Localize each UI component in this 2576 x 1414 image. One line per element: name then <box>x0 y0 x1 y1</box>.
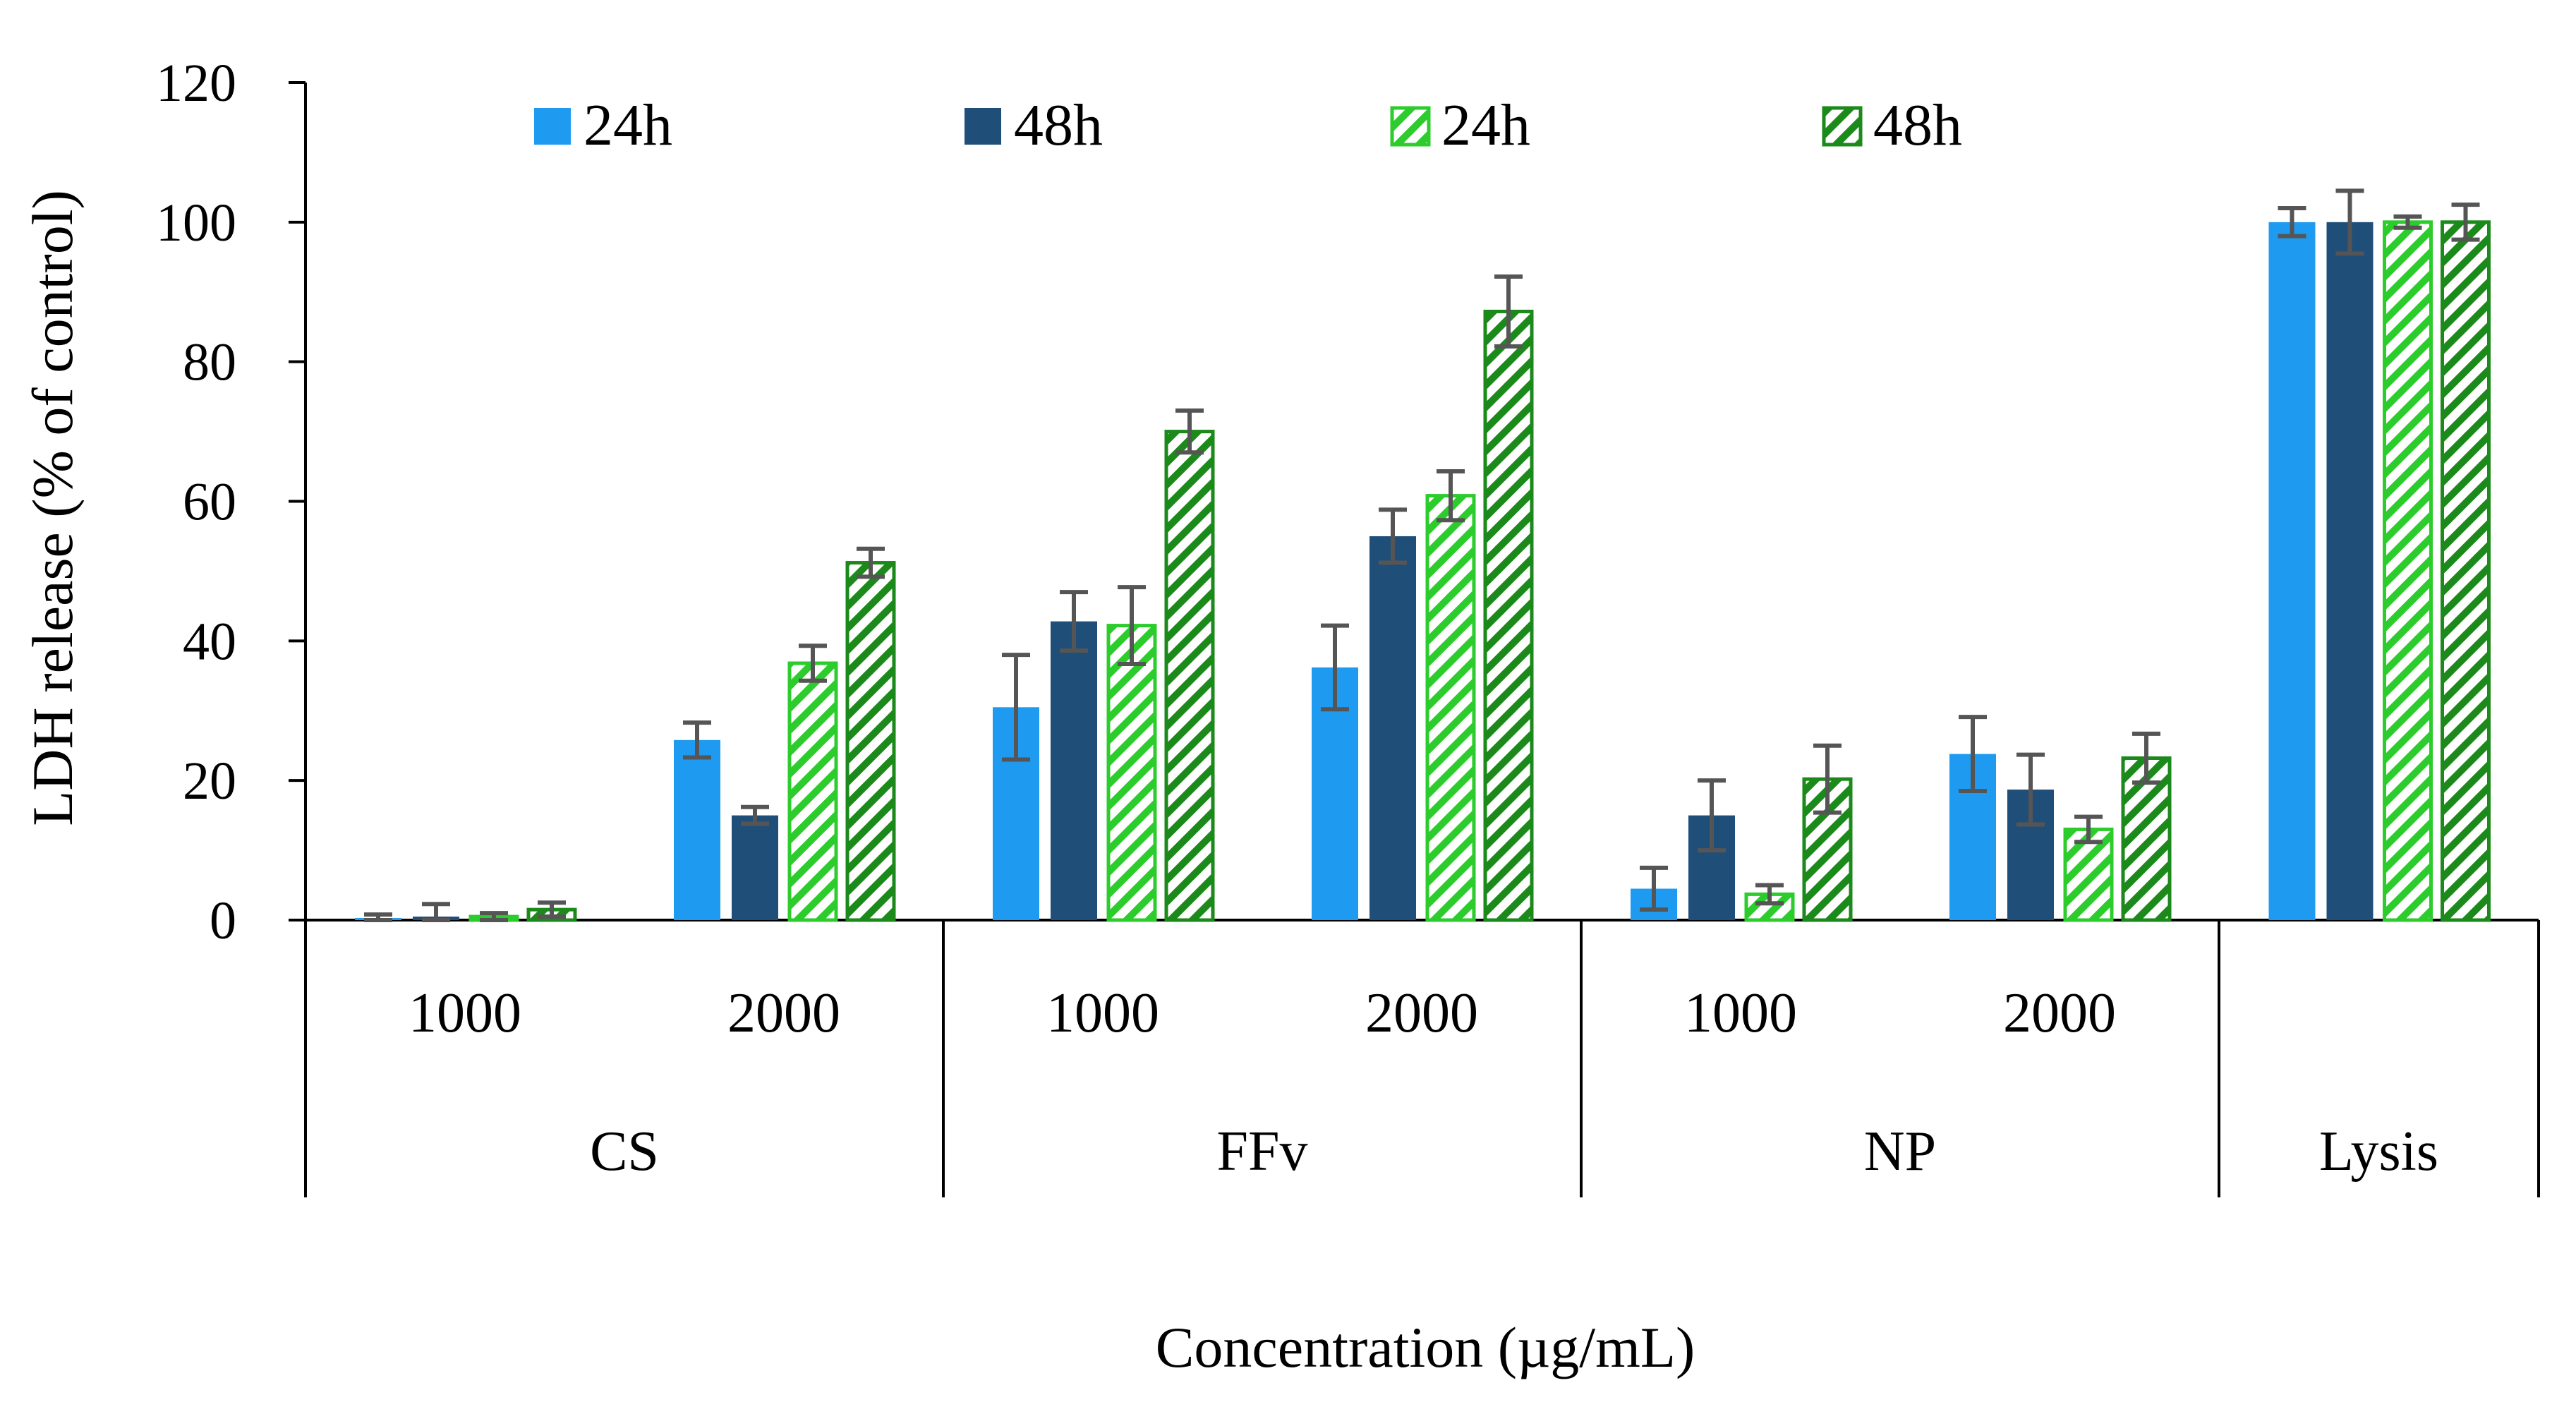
y-tick-label: 40 <box>183 612 236 671</box>
bar-24h-hatched <box>787 661 838 922</box>
legend-label: 48h <box>1014 92 1103 158</box>
bar-24h-hatched <box>1106 624 1157 922</box>
y-tick-label: 0 <box>210 891 236 950</box>
group-label-lysis: Lysis <box>2319 1120 2438 1183</box>
legend: 24h 48h 24h 48h <box>534 92 1962 158</box>
error-bars <box>364 188 2480 922</box>
axis-labels: 0 20 40 60 80 100 120 CS 1000 2000 FFv 1000 2000 NP 10… <box>156 54 2438 1183</box>
bar-48h-hatched <box>1164 430 1215 922</box>
bar-48h-solid <box>1369 536 1416 920</box>
y-axis-title: LDH release (% of control) <box>20 190 85 826</box>
bar-48h-solid <box>732 815 778 920</box>
group-label-np: NP <box>1864 1120 1936 1183</box>
bar-48h-hatched <box>845 561 896 922</box>
bar-24h-hatched <box>1425 494 1476 922</box>
bar-24h-hatched <box>2063 827 2114 922</box>
legend-label: 24h <box>583 92 672 158</box>
subgroup-label: 2000 <box>727 982 840 1044</box>
bar-48h-solid <box>2326 222 2374 920</box>
group-label-cs: CS <box>590 1120 659 1183</box>
legend-swatch-48h-hatched <box>1822 106 1863 147</box>
bar-48h-solid <box>1051 621 1097 920</box>
bars <box>355 220 2491 922</box>
bar-48h-hatched <box>2121 756 2172 922</box>
bar-48h-hatched <box>2441 220 2491 922</box>
legend-swatch-48h-solid <box>965 108 1001 145</box>
legend-swatch-24h-hatched <box>1390 106 1431 147</box>
bar-48h-hatched <box>1483 309 1534 922</box>
subgroup-label: 1000 <box>1684 982 1797 1044</box>
subgroup-label: 1000 <box>1046 982 1159 1044</box>
y-tick-label: 60 <box>183 473 236 532</box>
legend-label: 24h <box>1441 92 1530 158</box>
y-tick-label: 20 <box>183 751 236 811</box>
y-tick-label: 120 <box>156 54 236 113</box>
x-axis-title: Concentration (µg/mL) <box>1156 1315 1695 1379</box>
bar-24h-solid <box>674 739 720 920</box>
legend-swatch-24h-solid <box>534 108 571 145</box>
y-tick-label: 100 <box>156 193 236 253</box>
subgroup-label: 1000 <box>409 982 521 1044</box>
subgroup-label: 2000 <box>2003 982 2116 1044</box>
bar-24h-hatched <box>2383 220 2433 922</box>
group-label-ffv: FFv <box>1217 1120 1308 1183</box>
y-tick-label: 80 <box>183 333 236 392</box>
bar-24h-solid <box>2268 222 2316 920</box>
subgroup-label: 2000 <box>1365 982 1478 1044</box>
legend-label: 48h <box>1873 92 1962 158</box>
